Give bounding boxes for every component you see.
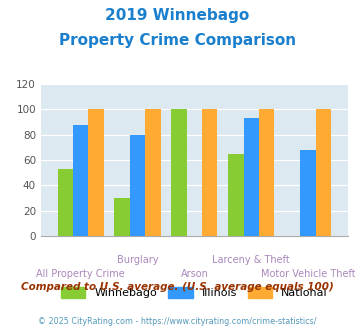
Text: Larceny & Theft: Larceny & Theft: [212, 255, 290, 265]
Bar: [202, 110, 217, 236]
Bar: [244, 118, 259, 236]
Bar: [300, 150, 316, 236]
Text: All Property Crime: All Property Crime: [36, 269, 125, 279]
Bar: [130, 135, 145, 236]
Bar: [58, 169, 73, 236]
Text: Property Crime Comparison: Property Crime Comparison: [59, 33, 296, 48]
Bar: [145, 110, 160, 236]
Bar: [73, 125, 88, 236]
Bar: [228, 154, 244, 236]
Text: Arson: Arson: [180, 269, 208, 279]
Legend: Winnebago, Illinois, National: Winnebago, Illinois, National: [61, 287, 328, 298]
Text: Compared to U.S. average. (U.S. average equals 100): Compared to U.S. average. (U.S. average …: [21, 282, 334, 292]
Text: © 2025 CityRating.com - https://www.cityrating.com/crime-statistics/: © 2025 CityRating.com - https://www.city…: [38, 317, 317, 326]
Bar: [259, 110, 274, 236]
Bar: [114, 198, 130, 236]
Text: Burglary: Burglary: [117, 255, 158, 265]
Bar: [171, 110, 187, 236]
Bar: [88, 110, 104, 236]
Text: Motor Vehicle Theft: Motor Vehicle Theft: [261, 269, 355, 279]
Text: 2019 Winnebago: 2019 Winnebago: [105, 8, 250, 23]
Bar: [316, 110, 331, 236]
